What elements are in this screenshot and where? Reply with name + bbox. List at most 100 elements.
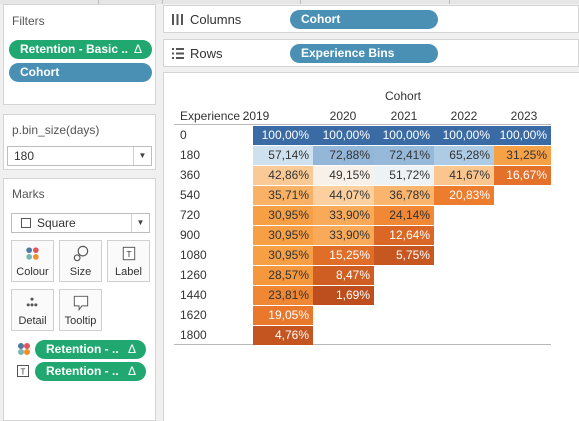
filter-pill-cohort[interactable]: Cohort: [9, 63, 152, 82]
filter-pill-label: Retention - Basic ..: [20, 42, 129, 56]
heatmap-cell[interactable]: 30,95%: [253, 206, 313, 225]
heatmap-cell[interactable]: 23,81%: [253, 286, 313, 305]
columns-pill-cohort[interactable]: Cohort: [290, 10, 438, 29]
tooltip-label: Tooltip: [64, 315, 97, 327]
heatmap-cell[interactable]: 72,41%: [374, 146, 434, 165]
size-label: Size: [69, 266, 92, 278]
chevron-down-icon[interactable]: ▼: [131, 214, 149, 232]
colour-button[interactable]: Colour: [11, 240, 54, 282]
heatmap-cell[interactable]: 28,57%: [253, 266, 313, 285]
rows-pill-label: Experience Bins: [301, 46, 395, 60]
detail-button[interactable]: Detail: [11, 289, 54, 331]
heatmap-cell[interactable]: 15,25%: [313, 246, 374, 265]
heatmap-cell[interactable]: 57,14%: [253, 146, 313, 165]
heatmap-cell[interactable]: 1,69%: [313, 286, 374, 305]
label-label: Label: [115, 266, 142, 278]
detail-label: Detail: [18, 315, 47, 327]
row-header-bin: 1080: [180, 248, 207, 262]
row-header-bin: 1440: [180, 288, 207, 302]
columns-pill-label: Cohort: [301, 12, 341, 26]
top-strip-divider: [162, 0, 163, 4]
delta-icon: Δ: [127, 364, 136, 378]
colour-label: Colour: [16, 266, 49, 278]
square-icon: [21, 218, 31, 228]
label-button[interactable]: T Label: [107, 240, 150, 282]
bin-size-value: 180: [14, 149, 35, 163]
heatmap-cell[interactable]: 35,71%: [253, 186, 313, 205]
rows-icon: [172, 48, 184, 59]
heatmap-cell[interactable]: 72,88%: [313, 146, 374, 165]
columns-icon: [172, 14, 183, 25]
rows-pill-experience-bins[interactable]: Experience Bins: [290, 44, 438, 63]
columns-label: Columns: [190, 12, 242, 27]
heatmap-cell[interactable]: 20,83%: [434, 186, 494, 205]
row-header-bin: 1620: [180, 308, 207, 322]
heatmap-cell[interactable]: 100,00%: [253, 126, 313, 145]
label-field-pill[interactable]: Retention - .. Δ: [35, 362, 146, 381]
heatmap-cell[interactable]: 100,00%: [313, 126, 374, 145]
heatmap-cell[interactable]: 30,95%: [253, 246, 313, 265]
delta-icon: Δ: [127, 342, 136, 356]
heatmap-cell[interactable]: 49,15%: [313, 166, 374, 185]
columns-shelf[interactable]: Columns Cohort: [163, 5, 579, 33]
heatmap-cell[interactable]: 42,86%: [253, 166, 313, 185]
label-field-label: Retention - ..: [46, 364, 119, 378]
size-icon: [73, 245, 89, 262]
heatmap-cell[interactable]: 5,75%: [374, 246, 434, 265]
heatmap-cell[interactable]: 19,05%: [253, 306, 313, 325]
heatmap-cell[interactable]: 65,28%: [434, 146, 494, 165]
colour-dots-icon: [26, 247, 39, 260]
colour-field-label: Retention - ..: [46, 342, 119, 356]
top-strip-divider: [449, 0, 450, 4]
column-header-year: 2021: [390, 109, 418, 123]
heatmap-cell[interactable]: 33,90%: [313, 206, 374, 225]
row-header-bin: 1800: [180, 328, 207, 342]
heatmap-cell[interactable]: 100,00%: [374, 126, 434, 145]
label-icon: T: [17, 365, 29, 377]
header-divider: [174, 124, 551, 125]
marks-title: Marks: [12, 187, 45, 201]
marks-card: Marks Square ▼ Colour Size T Label D: [3, 178, 156, 421]
heatmap-cell[interactable]: 41,67%: [434, 166, 494, 185]
bin-size-select[interactable]: 180 ▼: [7, 146, 152, 166]
filters-card: Filters Retention - Basic .. Δ Cohort: [3, 4, 156, 105]
row-header-bin: 540: [180, 188, 201, 202]
heatmap-cell[interactable]: 30,95%: [253, 226, 313, 245]
column-header-year: 2022: [450, 109, 478, 123]
svg-text:T: T: [126, 249, 132, 259]
table-bottom-divider: [174, 344, 551, 345]
heatmap-cell[interactable]: 4,76%: [253, 326, 313, 345]
filter-pill-label: Cohort: [20, 65, 60, 79]
tooltip-icon: [73, 295, 89, 312]
mark-type-select[interactable]: Square ▼: [11, 213, 150, 233]
heatmap-cell[interactable]: 36,78%: [374, 186, 434, 205]
svg-text:T: T: [21, 368, 26, 377]
tooltip-button[interactable]: Tooltip: [59, 289, 102, 331]
parameter-title: p.bin_size(days): [12, 123, 100, 137]
chevron-down-icon[interactable]: ▼: [133, 147, 151, 165]
heatmap-cell[interactable]: 100,00%: [494, 126, 551, 145]
row-header-bin: 0: [180, 128, 187, 142]
heatmap-cell[interactable]: 100,00%: [434, 126, 494, 145]
heatmap-cell[interactable]: 51,72%: [374, 166, 434, 185]
mark-type-label: Square: [37, 216, 76, 230]
size-button[interactable]: Size: [59, 240, 102, 282]
heatmap-cell[interactable]: 33,90%: [313, 226, 374, 245]
column-header-year: 2019: [242, 109, 270, 123]
column-header-year: 2020: [329, 109, 357, 123]
colour-field-pill[interactable]: Retention - .. Δ: [35, 340, 146, 359]
label-icon: T: [122, 246, 136, 261]
colour-dots-icon: [18, 343, 30, 355]
heatmap-cell[interactable]: 8,47%: [313, 266, 374, 285]
heatmap-cell[interactable]: 31,25%: [494, 146, 551, 165]
column-header-year: 2023: [510, 109, 538, 123]
rows-shelf[interactable]: Rows Experience Bins: [163, 39, 579, 67]
filter-pill-retention[interactable]: Retention - Basic .. Δ: [9, 40, 152, 59]
heatmap-cell[interactable]: 12,64%: [374, 226, 434, 245]
row-header-bin: 360: [180, 168, 201, 182]
heatmap-cell[interactable]: 16,67%: [494, 166, 551, 185]
top-strip-divider: [98, 0, 99, 4]
heatmap-cell[interactable]: 44,07%: [313, 186, 374, 205]
heatmap-cell[interactable]: 24,14%: [374, 206, 434, 225]
parameter-card: p.bin_size(days) 180 ▼: [3, 114, 156, 170]
